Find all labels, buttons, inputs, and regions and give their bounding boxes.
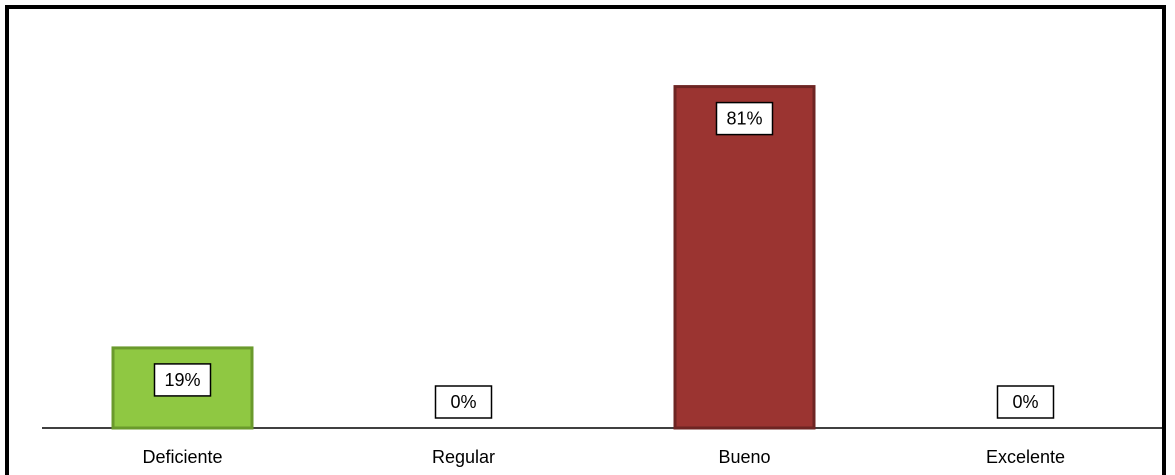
data-label-deficiente: 19% [164, 370, 200, 390]
bars-group [111, 85, 816, 430]
x-tick-label-deficiente: Deficiente [142, 447, 222, 467]
bar-bueno [673, 85, 816, 430]
x-tick-label-bueno: Bueno [718, 447, 770, 467]
data-label-box-deficiente [153, 363, 212, 397]
data-label-excelente: 0% [1012, 392, 1038, 412]
data-label-regular: 0% [450, 392, 476, 412]
data-labels-group: 19% 0% 81% 0% [153, 101, 1055, 419]
data-label-bueno: 81% [726, 109, 762, 129]
x-tick-label-regular: Regular [432, 447, 495, 467]
x-tick-label-excelente: Excelente [986, 447, 1065, 467]
data-label-box-excelente [996, 385, 1055, 419]
data-label-box-regular [434, 385, 493, 419]
data-label-box-bueno [715, 101, 774, 136]
category-labels-group: Deficiente Regular Bueno Excelente [142, 447, 1065, 467]
